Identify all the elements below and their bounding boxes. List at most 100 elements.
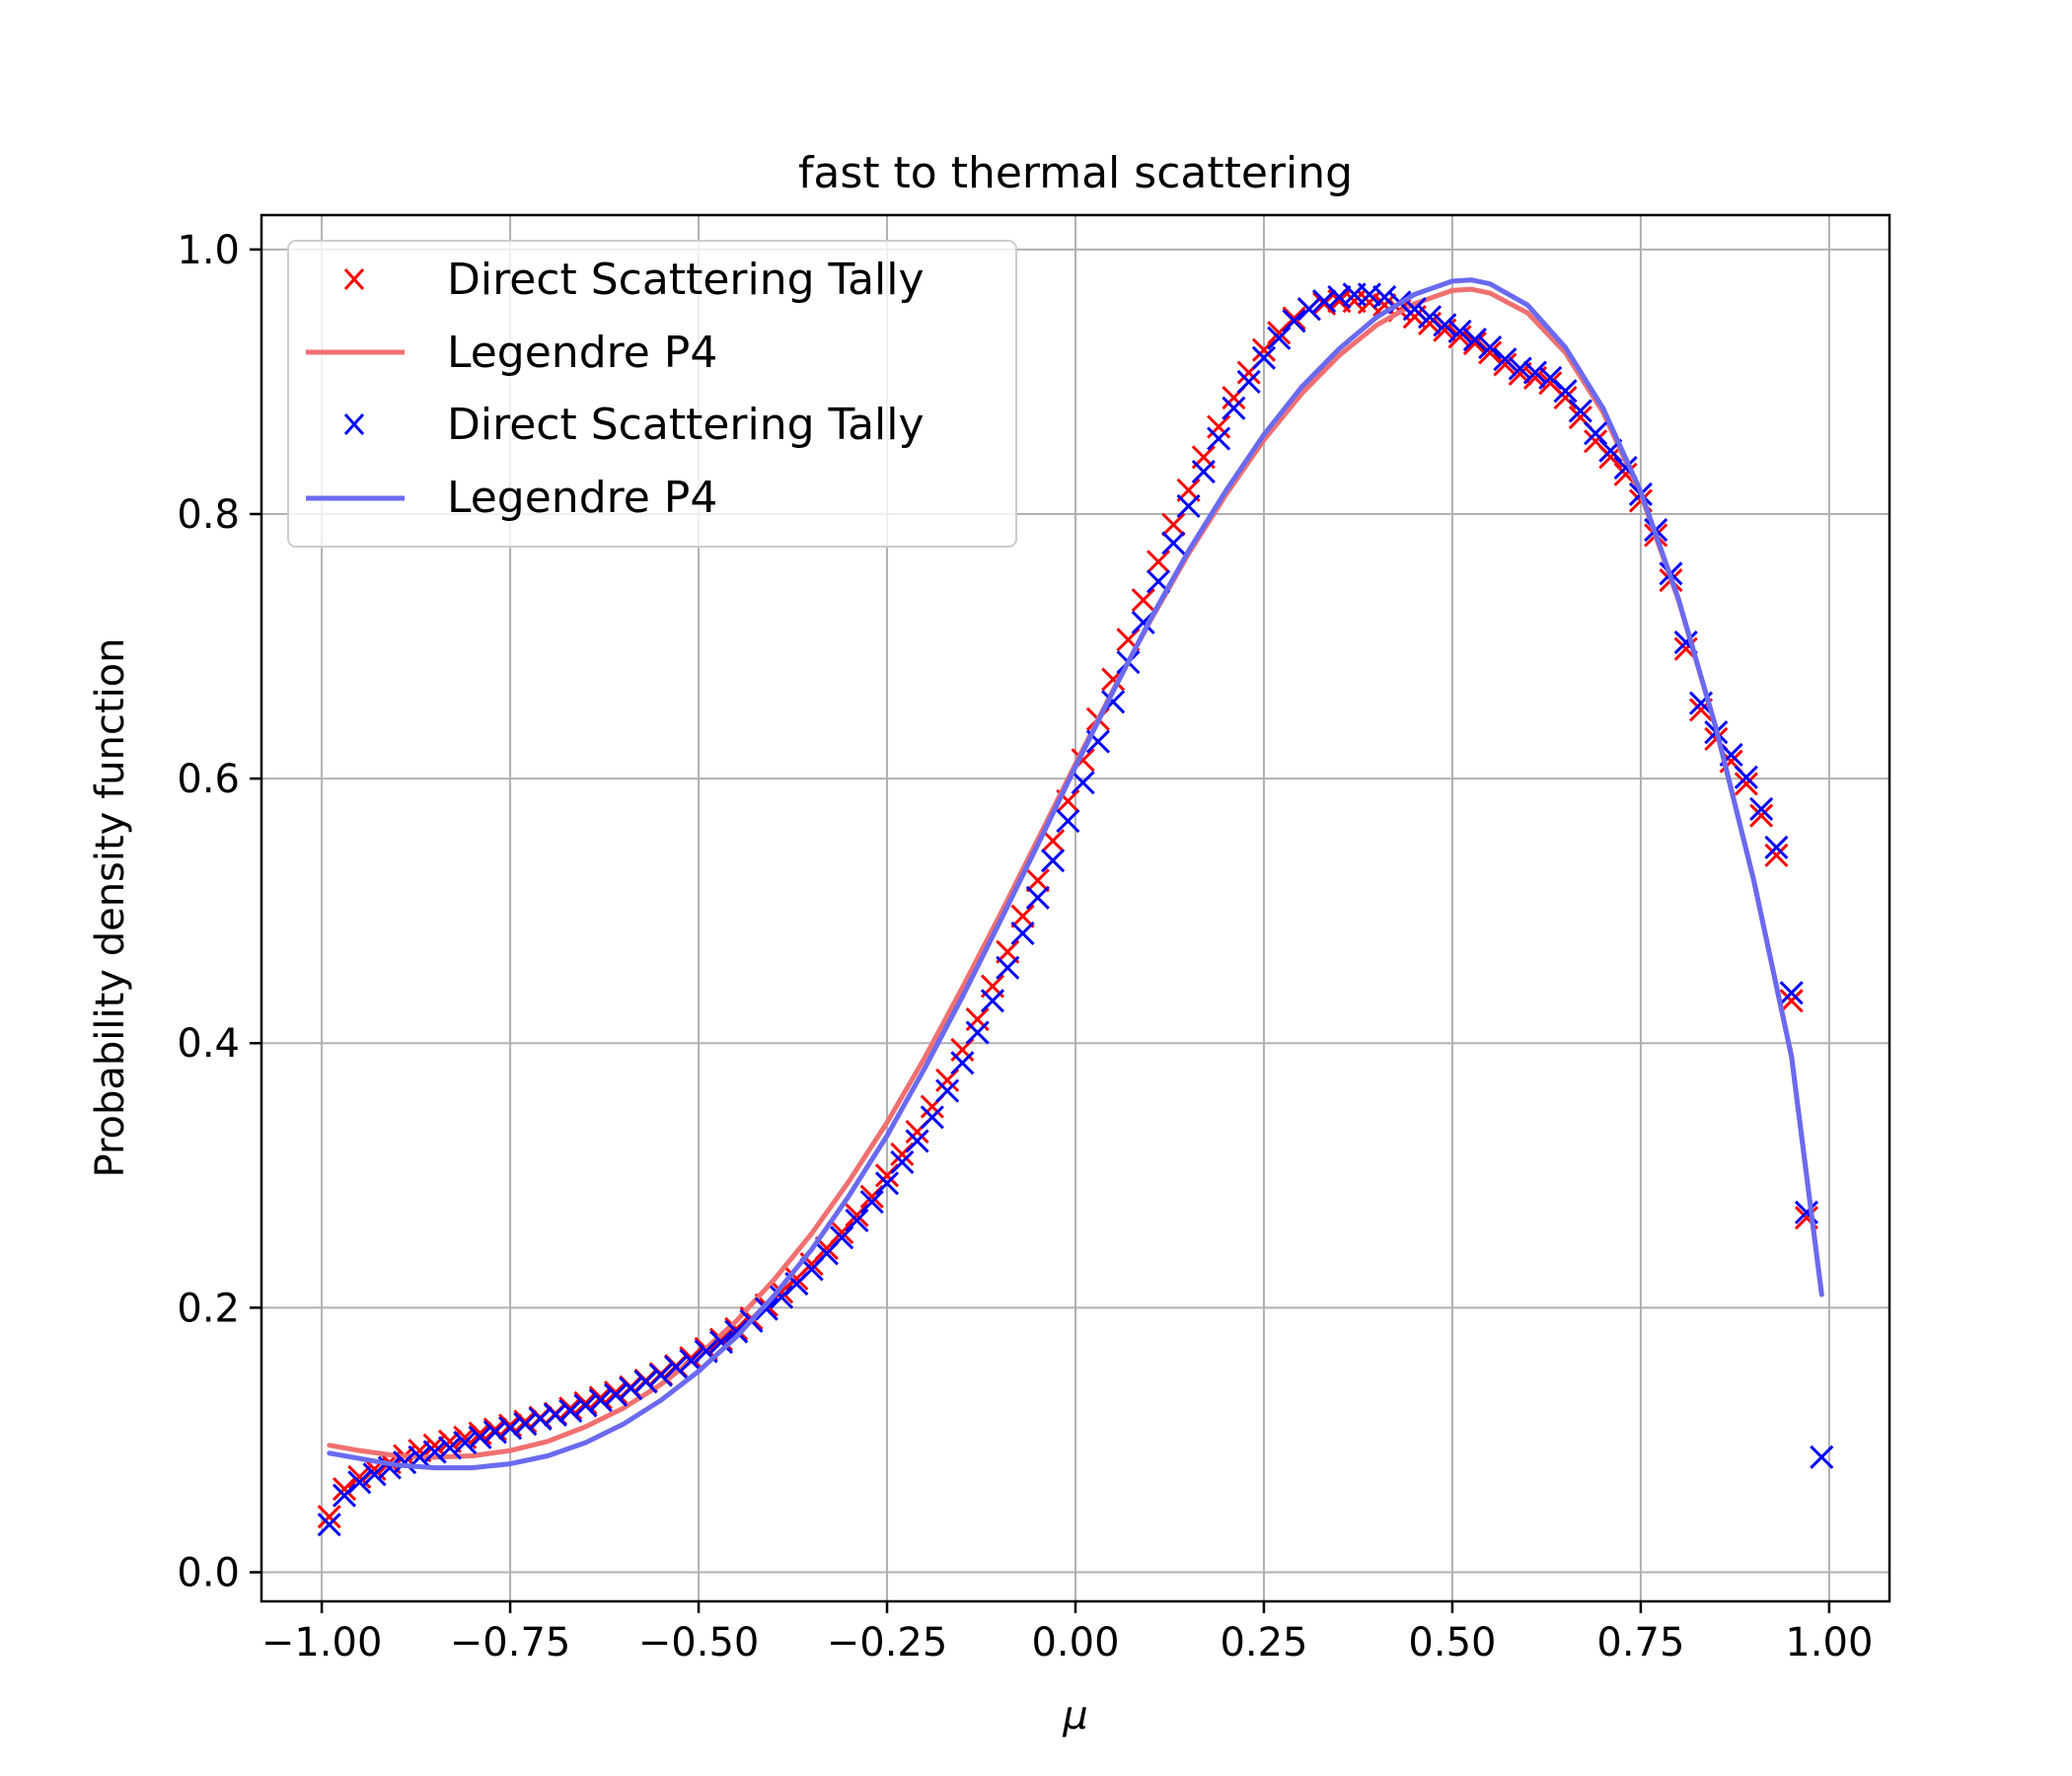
data-point-stroke — [482, 1420, 507, 1444]
data-point-0 — [1161, 512, 1186, 537]
data-point-2 — [845, 1208, 869, 1232]
y-axis-label: Probability density function — [88, 638, 133, 1178]
data-point-2 — [1176, 493, 1201, 519]
data-point-stroke — [393, 1450, 417, 1475]
data-point-2 — [1041, 849, 1066, 873]
data-point-2 — [588, 1388, 613, 1413]
data-point-2 — [1236, 369, 1261, 394]
data-point-2 — [1267, 326, 1292, 350]
data-point-stroke — [1372, 285, 1397, 310]
data-point-stroke — [1372, 293, 1397, 318]
data-point-2 — [1493, 347, 1517, 372]
data-point-stroke — [1538, 365, 1563, 390]
data-point-2 — [603, 1382, 629, 1407]
data-point-2 — [437, 1436, 463, 1460]
data-point-2 — [543, 1402, 567, 1428]
legend-label-red-tally: Direct Scattering Tally — [447, 255, 925, 305]
data-point-stroke — [664, 1355, 689, 1379]
data-point-stroke — [1522, 360, 1548, 385]
data-point-stroke — [1327, 285, 1352, 310]
data-point-2 — [1161, 531, 1186, 555]
data-point-2 — [1749, 796, 1774, 822]
data-point-stroke — [619, 1376, 643, 1401]
data-point-0 — [1282, 306, 1306, 331]
data-point-2 — [1584, 421, 1608, 446]
data-point-stroke — [1025, 868, 1050, 893]
data-point-stroke — [347, 1470, 372, 1495]
data-point-stroke — [558, 1398, 583, 1424]
data-point-2 — [1462, 327, 1487, 352]
data-point-stroke — [1161, 512, 1186, 537]
data-point-stroke — [859, 1190, 884, 1215]
data-point-2 — [1810, 1444, 1834, 1469]
data-point-0 — [935, 1068, 960, 1092]
data-point-stroke — [1673, 629, 1698, 655]
data-point-stroke — [1493, 347, 1517, 372]
data-point-stroke — [1296, 297, 1321, 322]
legend-label-red-legendre: Legendre P4 — [447, 328, 717, 378]
data-point-0 — [1146, 550, 1171, 574]
x-tick-label: −0.50 — [638, 1620, 760, 1665]
data-point-2 — [453, 1431, 478, 1455]
data-point-2 — [679, 1348, 703, 1373]
data-point-stroke — [573, 1390, 598, 1415]
data-point-stroke — [1764, 843, 1789, 867]
data-point-2 — [1417, 305, 1443, 330]
data-point-stroke — [935, 1078, 960, 1103]
data-point-2 — [1025, 885, 1050, 910]
data-point-2 — [1191, 460, 1216, 484]
data-point-2 — [528, 1406, 553, 1432]
data-point-stroke — [1568, 399, 1592, 423]
data-point-0 — [1734, 772, 1758, 796]
data-point-stroke — [1176, 493, 1201, 519]
y-tick-label: 1.0 — [177, 228, 240, 273]
data-point-stroke — [830, 1225, 854, 1250]
data-point-stroke — [1041, 829, 1066, 853]
data-point-stroke — [513, 1409, 538, 1434]
data-point-2 — [1433, 313, 1457, 337]
data-point-2 — [1221, 396, 1246, 420]
data-point-stroke — [1779, 989, 1804, 1013]
data-point-stroke — [377, 1455, 402, 1480]
series-line-3 — [327, 277, 1824, 1471]
legend-marker-red-x — [343, 267, 365, 291]
legend: Direct Scattering Tally Legendre P4 Dire… — [287, 240, 1017, 548]
data-point-stroke — [830, 1220, 854, 1245]
data-point-stroke — [1613, 462, 1638, 486]
x-tick-label: 0.75 — [1596, 1620, 1684, 1665]
data-point-stroke — [422, 1440, 447, 1464]
data-point-stroke — [679, 1348, 703, 1373]
data-point-2 — [347, 1470, 372, 1495]
x-tick-label: −1.00 — [261, 1620, 383, 1665]
data-point-stroke — [1493, 352, 1517, 377]
data-point-stroke — [1071, 771, 1095, 795]
data-point-stroke — [694, 1339, 718, 1364]
data-point-stroke — [648, 1363, 673, 1387]
data-point-stroke — [317, 1513, 341, 1537]
data-point-2 — [1478, 335, 1503, 360]
data-point-stroke — [708, 1330, 734, 1355]
data-point-2 — [1282, 309, 1306, 333]
data-point-stroke — [453, 1431, 478, 1455]
data-point-stroke — [513, 1412, 538, 1437]
data-point-stroke — [588, 1388, 613, 1413]
data-point-stroke — [1267, 326, 1292, 350]
data-point-0 — [1462, 331, 1487, 356]
data-point-stroke — [437, 1436, 463, 1460]
data-point-stroke — [1010, 904, 1035, 928]
data-point-stroke — [1221, 396, 1246, 420]
data-point-0 — [1251, 337, 1277, 362]
data-point-stroke — [633, 1369, 658, 1394]
data-point-stroke — [1041, 849, 1066, 873]
data-point-stroke — [1131, 588, 1155, 613]
data-point-stroke — [1613, 456, 1638, 481]
data-point-2 — [1207, 426, 1231, 451]
data-point-stroke — [1010, 921, 1035, 946]
data-point-2 — [648, 1363, 673, 1387]
data-point-stroke — [1584, 421, 1608, 446]
data-point-0 — [317, 1505, 341, 1529]
grid — [261, 215, 1889, 1601]
data-point-0 — [1749, 803, 1774, 828]
data-point-2 — [633, 1369, 658, 1394]
y-tick-label: 0.6 — [177, 757, 240, 802]
